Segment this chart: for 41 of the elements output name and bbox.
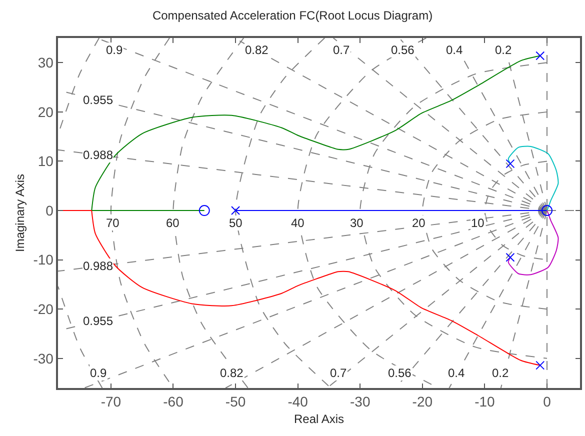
x-tick-label: 0 [543,394,552,410]
annotation: 10 [471,216,485,230]
y-tick-label: -30 [33,350,54,366]
x-tick-label: -50 [225,394,246,410]
y-tick-label: 0 [46,202,54,218]
annotation: 20 [412,216,426,230]
x-tick-label: -30 [350,394,370,410]
annotation: 70 [106,216,120,230]
x-tick-label: -40 [288,394,308,410]
y-tick-label: -20 [33,301,54,318]
annotation: 0.9 [90,366,108,380]
annotation: 60 [166,216,180,230]
x-tick-label: -70 [100,394,122,410]
annotation: 0.9 [106,43,124,57]
annotation: 40 [291,216,305,230]
annotation: 0.7 [333,43,350,57]
x-axis-title: Real Axis [294,412,344,426]
annotation: 0.988 [83,259,114,273]
y-tick-label: -10 [33,252,54,268]
chart-title: Compensated Acceleration FC(Root Locus Diagram) [152,8,433,22]
annotation: 0.4 [446,43,464,57]
x-tick-label: -60 [163,394,184,410]
x-tick-label: -10 [474,394,496,410]
y-tick-label: 30 [38,54,54,71]
annotation: 0.4 [448,366,466,380]
annotation: 0.955 [83,93,114,107]
annotation: 0.2 [492,366,510,380]
annotation: 0.56 [391,43,415,57]
y-axis-title: Imaginary Axis [13,174,28,252]
annotation: 0.988 [83,148,114,162]
annotation: 0.955 [83,314,114,328]
y-tick-label: 20 [38,104,54,120]
annotation: 0.82 [220,366,244,380]
annotation: 0.2 [495,43,512,57]
annotation: 0.56 [388,366,412,380]
annotation: 30 [350,216,364,230]
annotation: 0.82 [245,43,269,57]
annotation: 0.7 [330,366,348,380]
annotation: 50 [229,216,243,230]
x-tick-label: -20 [412,394,433,410]
y-tick-label: 10 [38,153,54,170]
